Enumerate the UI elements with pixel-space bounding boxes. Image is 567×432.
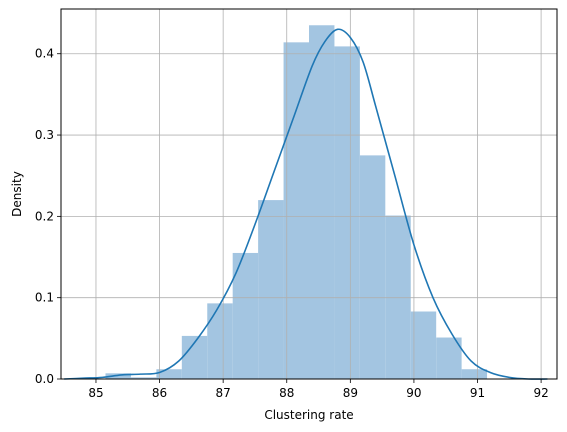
histogram-bar	[156, 369, 182, 379]
x-tick-label: 86	[152, 386, 167, 400]
histogram-bar	[207, 303, 233, 379]
histogram-bar	[385, 215, 411, 379]
plot-frame	[60, 8, 558, 380]
histogram-bar	[130, 377, 157, 379]
histogram-bar	[283, 42, 309, 379]
kde-curve-group	[64, 28, 548, 380]
x-tick-label: 91	[470, 386, 485, 400]
histogram-bar	[258, 200, 284, 379]
x-tick-label: 92	[533, 386, 548, 400]
kde-curve	[64, 28, 548, 380]
histogram-bars	[105, 25, 488, 380]
histogram-bar	[461, 369, 488, 379]
x-tick-label: 87	[216, 386, 231, 400]
histogram-bar	[232, 252, 259, 379]
y-tick-label: 0.4	[35, 47, 54, 61]
y-tick-label: 0.1	[35, 291, 54, 305]
y-tick-label: 0.2	[35, 209, 54, 223]
x-tick-label: 90	[406, 386, 421, 400]
histogram-bar	[436, 337, 462, 379]
x-tick-label: 89	[343, 386, 358, 400]
grid-lines	[61, 9, 557, 380]
y-tick-label: 0.3	[35, 128, 54, 142]
y-axis-label: Density	[10, 171, 24, 217]
x-tick-label: 88	[279, 386, 294, 400]
axis-ticks: 85 86 87 88 89 90 91 92 0.0 0.1 0.2 0.3 0.4	[35, 47, 549, 400]
x-axis-label: Clustering rate	[264, 408, 353, 422]
histogram-bar	[334, 46, 360, 380]
histogram-bar	[359, 155, 386, 379]
y-tick-label: 0.0	[35, 372, 54, 386]
histogram-bar	[105, 373, 131, 379]
histogram-bar	[410, 311, 437, 379]
x-tick-label: 85	[88, 386, 103, 400]
histogram-bar	[309, 25, 335, 380]
